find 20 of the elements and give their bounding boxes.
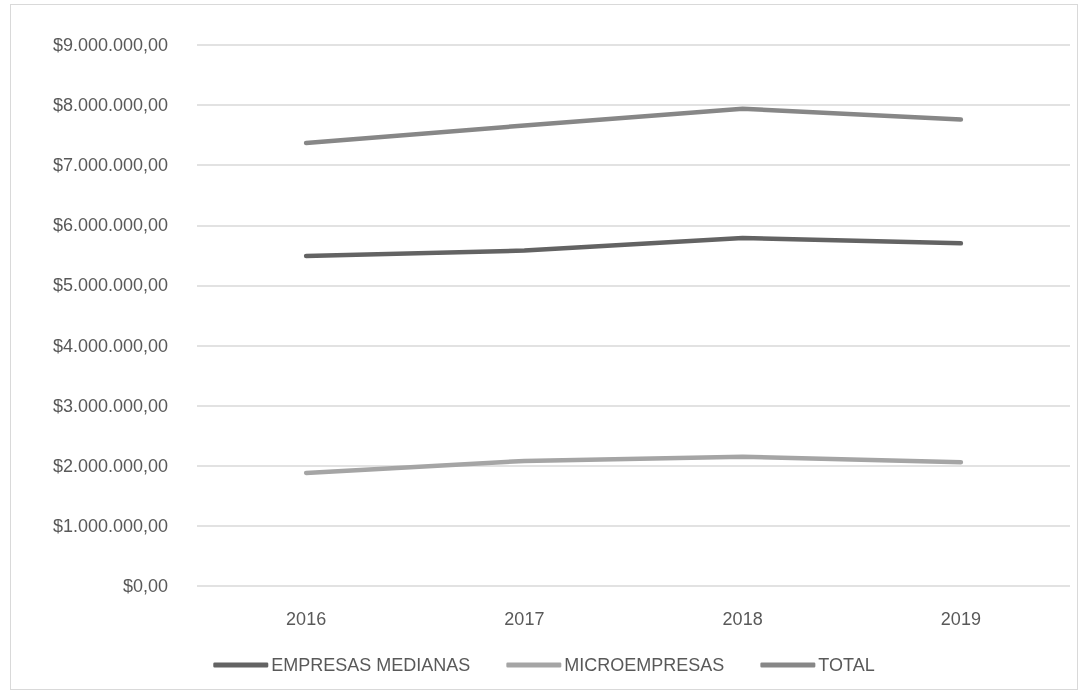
legend-label: TOTAL bbox=[818, 655, 875, 675]
y-tick-label: $9.000.000,00 bbox=[52, 35, 168, 55]
y-tick-label: $1.000.000,00 bbox=[52, 515, 168, 536]
y-tick-label: $7.000.000,00 bbox=[52, 155, 168, 176]
y-tick-label: $5.000.000,00 bbox=[52, 275, 168, 296]
y-tick-label: $4.000.000,00 bbox=[52, 335, 168, 356]
x-tick-label: 2016 bbox=[286, 609, 327, 629]
y-tick-label: $6.000.000,00 bbox=[52, 215, 168, 236]
legend-label: EMPRESAS MEDIANAS bbox=[271, 655, 471, 675]
legend-label: MICROEMPRESAS bbox=[564, 655, 725, 675]
y-tick-label: $2.000.000,00 bbox=[52, 455, 168, 476]
y-tick-label: $3.000.000,00 bbox=[52, 395, 168, 416]
x-tick-label: 2019 bbox=[940, 609, 981, 629]
x-tick-label: 2018 bbox=[722, 609, 763, 629]
y-tick-label: $8.000.000,00 bbox=[52, 95, 168, 116]
line-series bbox=[303, 235, 964, 259]
x-tick-label: 2017 bbox=[504, 609, 545, 629]
y-tick-label: $0,00 bbox=[122, 576, 168, 596]
line-series bbox=[303, 454, 964, 476]
line-series bbox=[303, 106, 964, 146]
